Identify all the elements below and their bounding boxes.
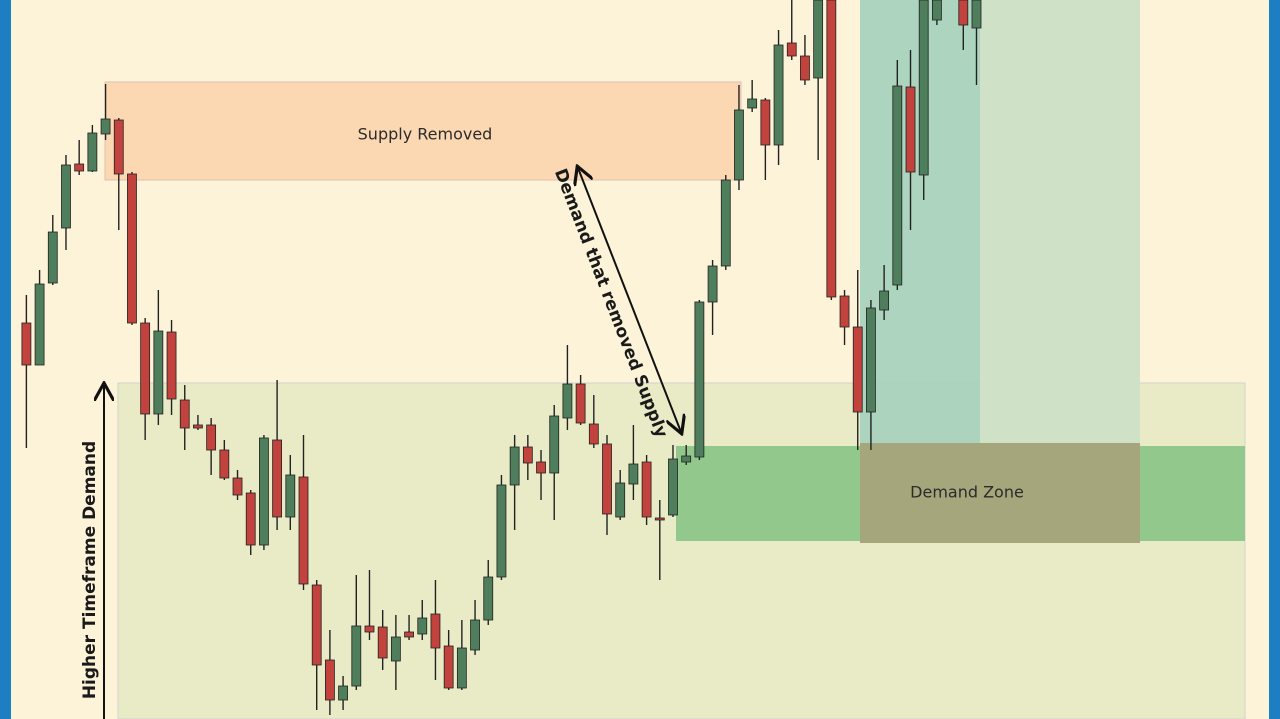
candle-body [522,446,533,464]
candle-body [21,322,32,366]
candle-body [932,0,942,21]
candle-body [694,301,705,458]
candle-body [575,383,586,424]
candle-body [892,85,903,286]
candle-body [839,295,850,328]
candle-body [760,99,771,146]
candle-body [417,617,428,635]
candle-body [654,517,665,521]
candle-body [562,383,573,419]
candle-body [734,109,744,181]
candle-body [324,659,335,701]
candle-body [272,439,283,518]
candle-body [720,179,731,267]
htf-label: Higher Timeframe Demand [80,441,100,699]
candle-body [179,399,190,429]
candle-body [800,55,810,81]
candle-body [338,685,348,701]
candle-body [588,423,599,445]
candle-body [127,173,137,324]
candle-body [905,86,916,173]
candle-body [206,424,217,451]
candle-body [311,584,322,666]
candle-body [232,477,243,496]
candle-body [852,326,863,413]
candle-body [390,636,401,662]
candle-body [786,42,797,57]
candle-body [47,231,58,284]
candle-body [668,458,678,516]
supply-label: Supply Removed [358,125,493,144]
candle-body [456,647,467,689]
candle-body [496,484,507,578]
candle-body [298,476,309,585]
candle-body [549,415,560,474]
candle-body [193,424,203,429]
candle-body [74,163,85,172]
candle-body [153,330,164,415]
demand-label: Demand Zone [910,483,1024,502]
candle-body [364,625,375,633]
candle-body [219,449,230,479]
candle-body [813,0,824,79]
candle-body [536,461,546,474]
candle-body [430,613,441,649]
candle-body [707,265,718,303]
candle-body [113,119,124,175]
candle-body [404,631,414,638]
candle-body [285,474,296,518]
candle-body [681,455,692,463]
candle-body [879,290,890,311]
candle-body [866,307,876,413]
candle-body [443,645,454,689]
candle-body [140,322,151,415]
candle-body [245,492,256,546]
candle-body [615,482,626,518]
candle-body [34,283,45,366]
candle-body [351,625,362,687]
candle-body [971,0,982,29]
candle-body [747,98,758,109]
candle-body [826,0,837,298]
candle-body [166,331,177,400]
candle-body [100,118,111,135]
target-zone [980,0,1140,446]
candle-body [483,576,494,621]
candle-body [377,626,388,659]
candle-body [628,463,639,485]
candle-body [470,619,480,651]
candle-body [958,0,969,26]
frame-left [0,0,11,719]
frame-right [1269,0,1280,719]
risk-zone [860,443,1140,543]
candle-body [641,461,652,518]
double-arrow [578,168,681,432]
candle-body [87,132,98,172]
candle-body [773,44,784,146]
candle-body [918,0,929,176]
candle-body [61,164,71,229]
candles [21,0,982,715]
candle-body [509,446,520,486]
candle-body [602,443,612,515]
candle-body [259,437,269,546]
